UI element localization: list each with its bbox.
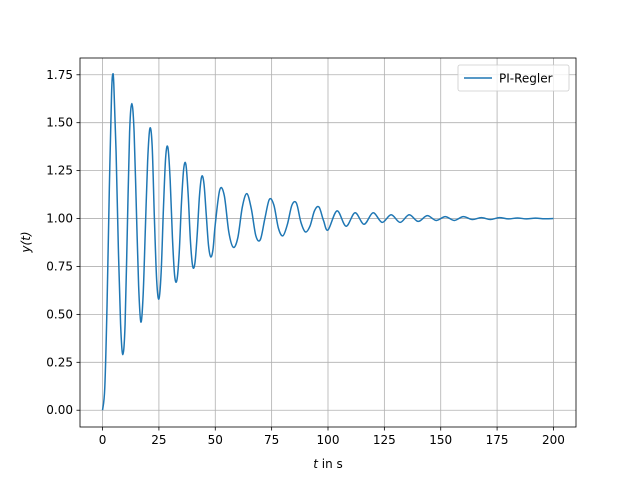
x-tick-label: 0 [99,433,107,447]
x-tick-label: 125 [373,433,396,447]
x-axis-label-unit: in s [318,457,343,471]
y-axis-ticks: 0.00 0.25 0.50 0.75 1.00 1.25 1.50 1.75 [46,68,80,417]
x-tick-label: 25 [151,433,166,447]
legend-box [457,64,570,92]
x-tick-label: 150 [429,433,452,447]
y-tick-label: 1.25 [46,164,73,178]
y-tick-label: 0.75 [46,259,73,273]
x-tick-label: 75 [264,433,279,447]
y-axis-label: y(t) [19,231,33,253]
x-tick-label: 200 [542,433,565,447]
y-tick-label: 0.50 [46,307,73,321]
x-axis-label: t in s [313,457,343,471]
legend-label: PI-Regler [499,72,553,86]
y-tick-label: 1.00 [46,212,73,226]
x-tick-label: 175 [486,433,509,447]
x-axis-ticks: 0 25 50 75 100 125 150 175 200 [99,427,565,447]
y-tick-label: 0.00 [46,403,73,417]
y-tick-label: 0.25 [46,355,73,369]
y-tick-label: 1.50 [46,116,73,130]
plot-lines [101,72,554,411]
x-tick-label: 50 [208,433,223,447]
legend: PI-Regler [457,64,570,92]
series-line-pi-regler [101,72,554,411]
x-tick-label: 100 [317,433,340,447]
y-tick-label: 1.75 [46,68,73,82]
grid [80,58,576,427]
x-axis-label-var: t [313,457,319,471]
